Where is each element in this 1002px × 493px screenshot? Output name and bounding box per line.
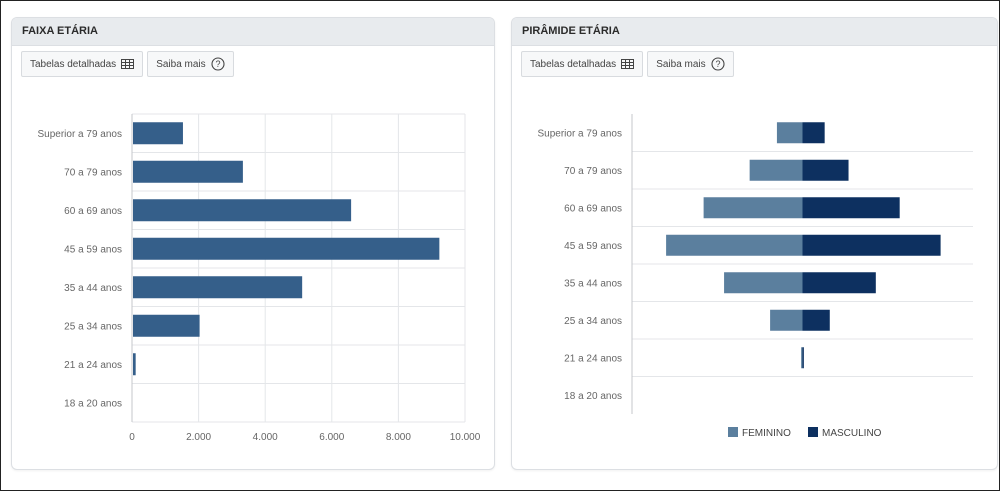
bar xyxy=(133,276,303,299)
faixa-etaria-title: FAIXA ETÁRIA xyxy=(12,18,494,46)
y-tick-label: 35 a 44 anos xyxy=(64,283,122,294)
bar-feminino xyxy=(749,159,803,181)
svg-text:?: ? xyxy=(715,59,720,69)
bar xyxy=(133,237,440,260)
legend-label-feminino: FEMININO xyxy=(742,428,791,439)
bar xyxy=(133,314,200,337)
table-icon xyxy=(121,59,135,69)
y-tick-label: 35 a 44 anos xyxy=(564,278,622,289)
learn-more-button[interactable]: Saiba mais ? xyxy=(147,51,234,77)
y-tick-label: 25 a 34 anos xyxy=(564,316,622,327)
bar-feminino xyxy=(776,122,803,144)
bar-masculino xyxy=(802,159,849,181)
bar-masculino xyxy=(802,234,941,256)
bar-masculino xyxy=(802,122,825,144)
piramide-etaria-toolbar: Tabelas detalhadas Saiba mais ? xyxy=(521,51,734,77)
detailed-tables-button[interactable]: Tabelas detalhadas xyxy=(521,51,644,77)
y-tick-label: 18 a 20 anos xyxy=(64,398,122,409)
learn-more-button[interactable]: Saiba mais ? xyxy=(647,51,734,77)
help-circle-icon: ? xyxy=(211,57,225,71)
y-tick-label: 45 a 59 anos xyxy=(64,244,122,255)
bar-masculino xyxy=(802,309,830,331)
bar-masculino xyxy=(802,347,804,369)
piramide-etaria-chart: Superior a 79 anos 70 a 79 anos 60 a 69 an… xyxy=(537,114,973,439)
faixa-etaria-chart: 0 2.000 4.000 6.000 8.000 10.000 Superior a 79… xyxy=(37,113,481,443)
y-tick-label: 25 a 34 anos xyxy=(64,321,122,332)
y-tick-label: Superior a 79 anos xyxy=(37,129,122,140)
detailed-tables-button[interactable]: Tabelas detalhadas xyxy=(21,51,144,77)
y-tick-label: 60 a 69 anos xyxy=(564,203,622,214)
x-tick-label: 0 xyxy=(129,432,135,443)
legend-swatch-masculino xyxy=(808,427,818,437)
y-tick-label: 18 a 20 anos xyxy=(564,391,622,402)
learn-more-label: Saiba mais xyxy=(156,58,206,70)
y-tick-label: Superior a 79 anos xyxy=(537,128,622,139)
bar xyxy=(133,160,243,183)
y-tick-label: 60 a 69 anos xyxy=(64,206,122,217)
x-tick-label: 6.000 xyxy=(319,432,344,443)
learn-more-label: Saiba mais xyxy=(656,58,706,70)
bar-masculino xyxy=(802,272,876,294)
bar xyxy=(133,199,352,222)
y-tick-label: 21 a 24 anos xyxy=(64,360,122,371)
faixa-etaria-card: FAIXA ETÁRIA Tabelas detalhadas Saiba ma… xyxy=(11,17,495,470)
y-tick-label: 70 a 79 anos xyxy=(64,167,122,178)
piramide-etaria-card: PIRÂMIDE ETÁRIA Tabelas detalhadas Saiba… xyxy=(511,17,998,470)
detailed-tables-label: Tabelas detalhadas xyxy=(30,58,117,70)
detailed-tables-label: Tabelas detalhadas xyxy=(530,58,617,70)
bar xyxy=(133,122,183,145)
bar-feminino xyxy=(770,309,803,331)
bar-masculino xyxy=(802,197,900,219)
x-tick-label: 4.000 xyxy=(253,432,278,443)
bar-feminino xyxy=(703,197,803,219)
piramide-etaria-title: PIRÂMIDE ETÁRIA xyxy=(512,18,997,46)
bar-feminino xyxy=(666,234,803,256)
x-tick-label: 2.000 xyxy=(186,432,211,443)
x-tick-label: 10.000 xyxy=(450,432,481,443)
y-tick-label: 21 a 24 anos xyxy=(564,353,622,364)
help-circle-icon: ? xyxy=(711,57,725,71)
bar-feminino xyxy=(724,272,803,294)
x-tick-label: 8.000 xyxy=(386,432,411,443)
legend-swatch-feminino xyxy=(728,427,738,437)
bar xyxy=(133,353,136,376)
faixa-etaria-toolbar: Tabelas detalhadas Saiba mais ? xyxy=(21,51,234,77)
svg-text:?: ? xyxy=(215,59,220,69)
table-icon xyxy=(621,59,635,69)
legend-label-masculino: MASCULINO xyxy=(822,428,882,439)
y-tick-label: 70 a 79 anos xyxy=(564,166,622,177)
y-tick-label: 45 a 59 anos xyxy=(564,241,622,252)
bar-feminino xyxy=(801,347,803,369)
